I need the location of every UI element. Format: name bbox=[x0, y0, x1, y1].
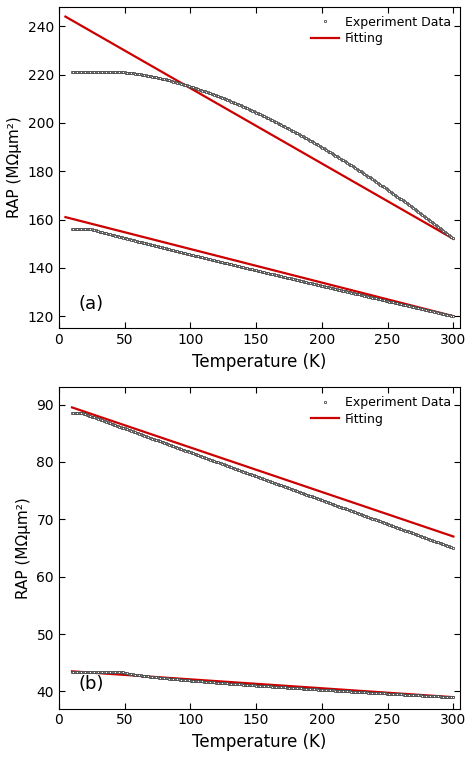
Fitting bbox=[450, 234, 456, 243]
Experiment Data bbox=[74, 67, 80, 77]
Experiment Data bbox=[436, 222, 441, 231]
X-axis label: Temperature (K): Temperature (K) bbox=[192, 352, 327, 371]
Fitting bbox=[63, 12, 68, 21]
Fitting bbox=[118, 44, 124, 53]
Experiment Data bbox=[450, 233, 456, 243]
Fitting bbox=[418, 521, 424, 530]
Fitting bbox=[268, 470, 274, 479]
Line: Experiment Data: Experiment Data bbox=[71, 71, 454, 240]
Legend: Experiment Data, Fitting: Experiment Data, Fitting bbox=[309, 13, 454, 48]
Experiment Data bbox=[298, 131, 304, 140]
Fitting bbox=[163, 69, 168, 78]
Fitting bbox=[418, 215, 423, 224]
Legend: Experiment Data, Fitting: Experiment Data, Fitting bbox=[309, 393, 454, 428]
Fitting bbox=[363, 503, 369, 512]
Fitting bbox=[124, 421, 129, 431]
Experiment Data bbox=[69, 67, 75, 77]
X-axis label: Temperature (K): Temperature (K) bbox=[192, 733, 327, 751]
Experiment Data bbox=[69, 409, 75, 418]
Experiment Data bbox=[401, 197, 407, 206]
Fitting bbox=[450, 532, 456, 541]
Experiment Data bbox=[436, 538, 441, 547]
Fitting bbox=[422, 218, 428, 227]
Experiment Data bbox=[74, 409, 80, 418]
Experiment Data bbox=[450, 543, 456, 553]
Line: Fitting: Fitting bbox=[65, 17, 453, 239]
Experiment Data bbox=[401, 525, 407, 534]
Experiment Data bbox=[159, 74, 164, 83]
Fitting bbox=[423, 522, 428, 531]
Experiment Data bbox=[298, 488, 304, 497]
Text: (b): (b) bbox=[79, 675, 104, 694]
Line: Fitting: Fitting bbox=[72, 407, 453, 537]
Fitting bbox=[361, 183, 367, 193]
Fitting bbox=[265, 128, 271, 137]
Experiment Data bbox=[159, 437, 164, 446]
Experiment Data bbox=[237, 100, 242, 109]
Y-axis label: RAP (MΩμm²): RAP (MΩμm²) bbox=[7, 117, 22, 218]
Y-axis label: RAP (MΩμm²): RAP (MΩμm²) bbox=[16, 497, 31, 599]
Line: Experiment Data: Experiment Data bbox=[71, 412, 454, 549]
Experiment Data bbox=[237, 465, 242, 475]
Fitting bbox=[167, 436, 173, 445]
Fitting bbox=[69, 402, 75, 412]
Text: (a): (a) bbox=[79, 295, 104, 313]
